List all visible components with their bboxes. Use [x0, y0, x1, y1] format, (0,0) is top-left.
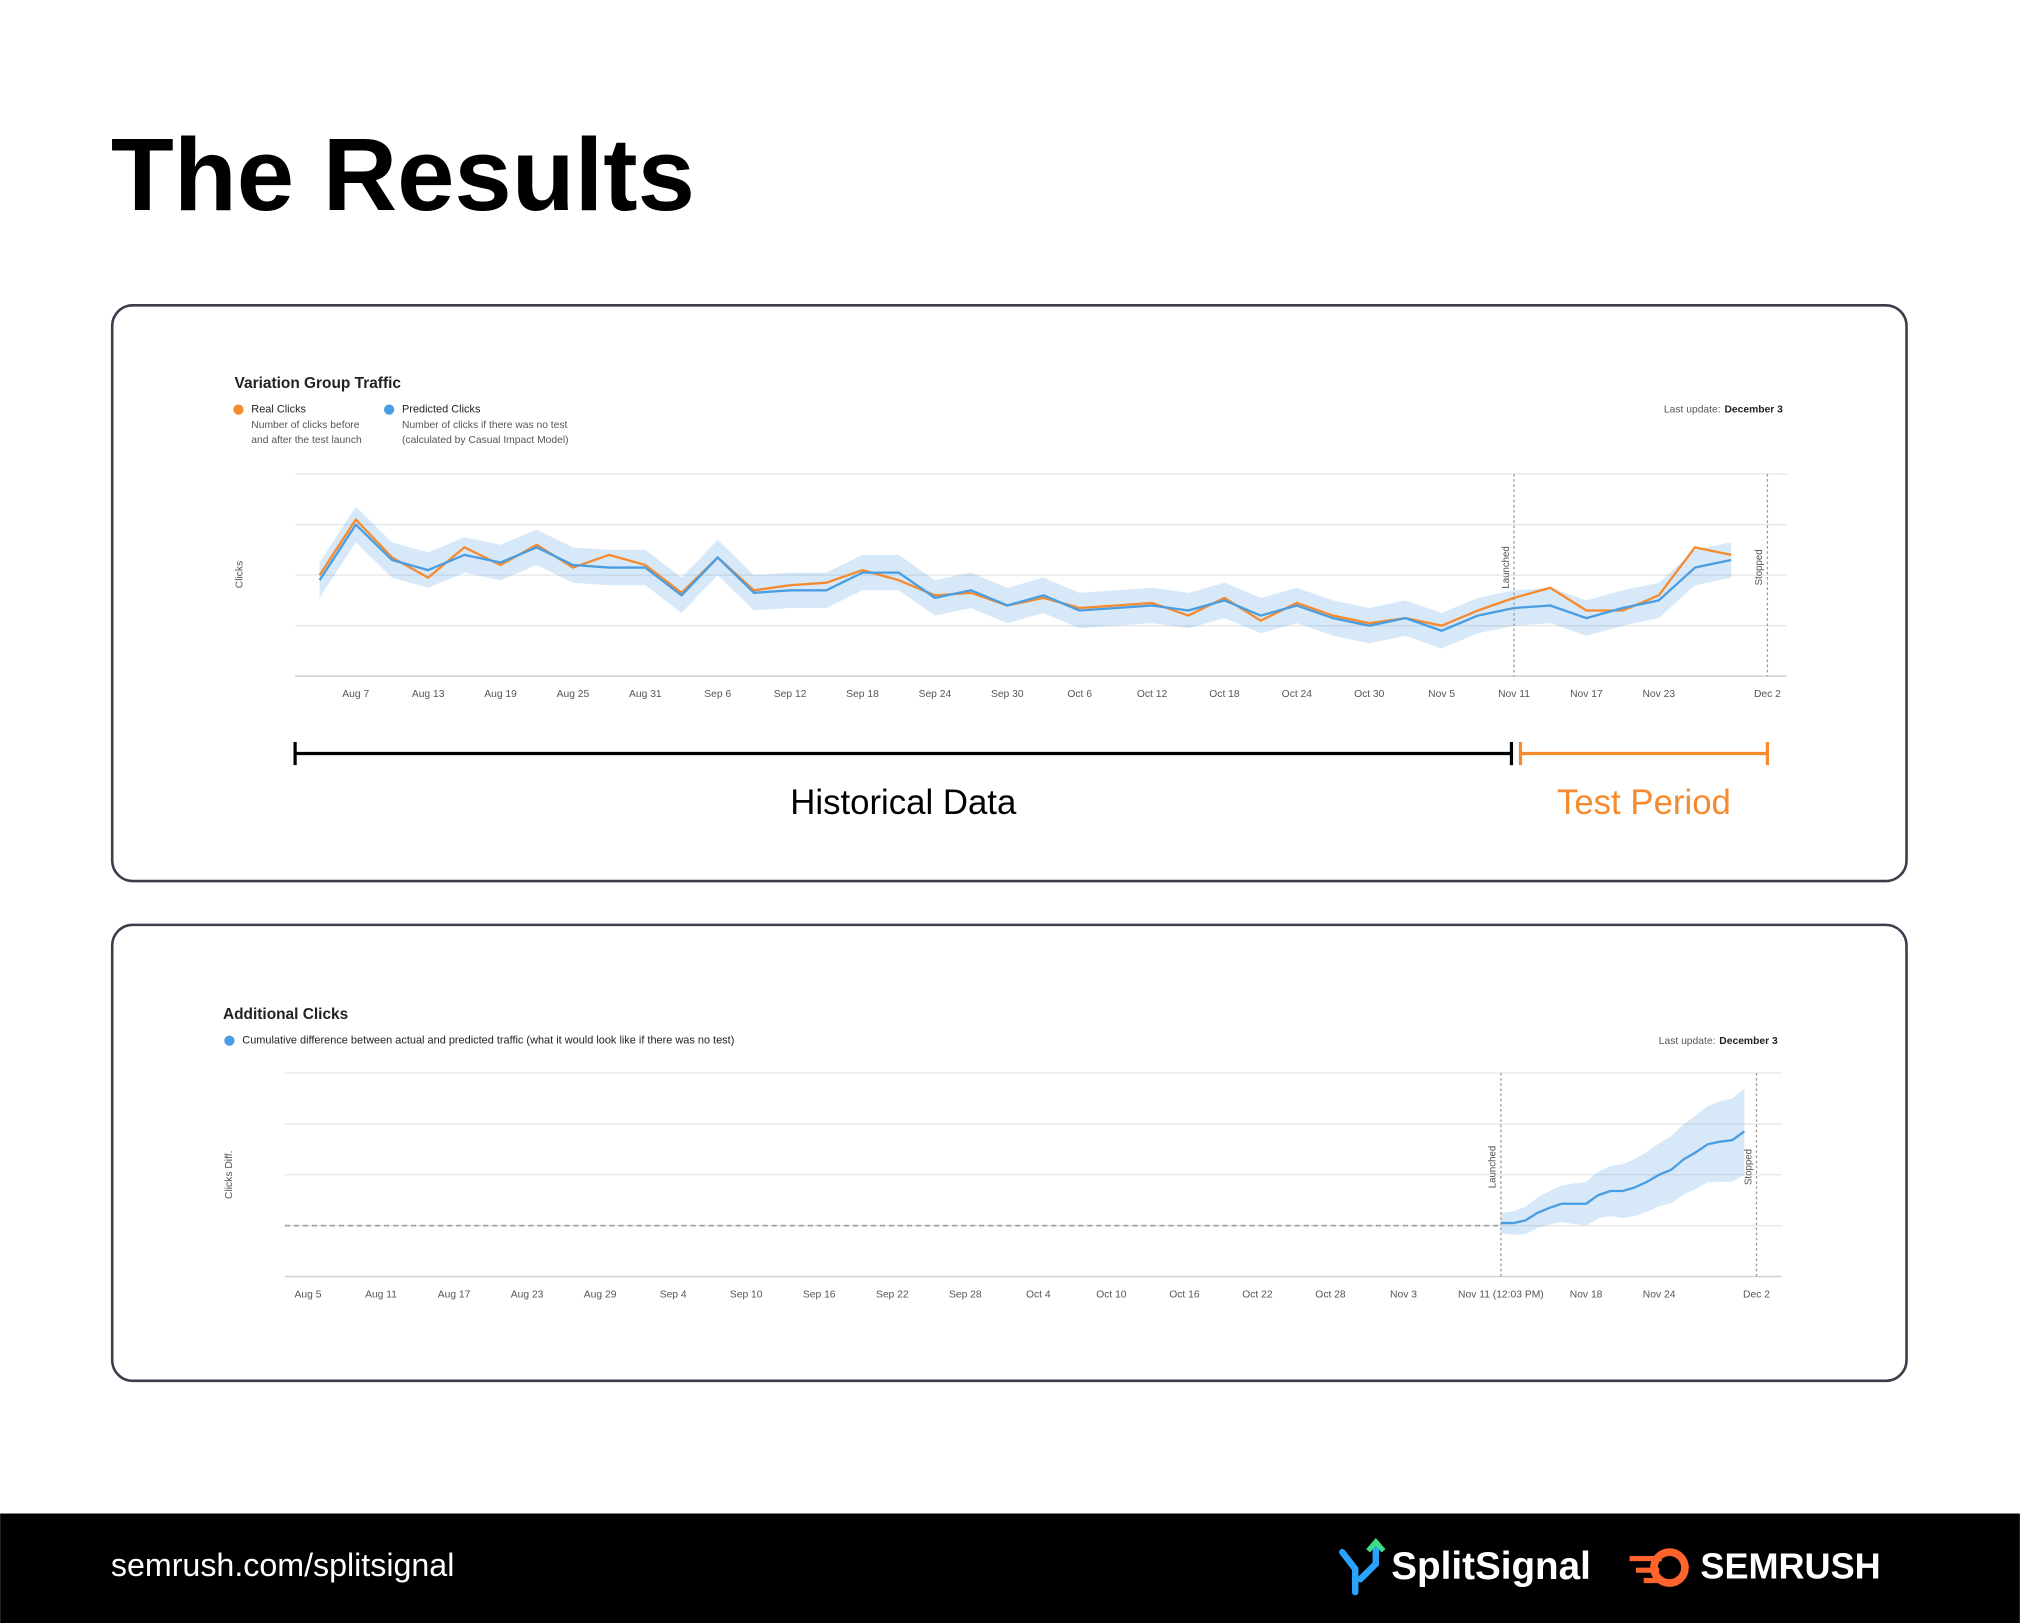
y-axis-label: Clicks: [234, 561, 245, 588]
period-label: Historical Data: [790, 784, 1017, 822]
x-tick-label: Sep 30: [991, 689, 1024, 700]
charts: Variation Group Traffic Real Clicks Number…: [223, 375, 1787, 1300]
legend-description: (calculated by Casual Impact Model): [402, 435, 569, 446]
legend-description: Number of clicks if there was no test: [402, 420, 568, 431]
slide-title: The Results: [111, 117, 695, 232]
x-tick-label: Oct 30: [1354, 689, 1385, 700]
x-tick-label: Dec 2: [1743, 1289, 1770, 1300]
legend-dot: [383, 404, 395, 415]
x-tick-label: Sep 10: [730, 1289, 763, 1300]
card: [110, 923, 1908, 1383]
x-tick-label: Oct 28: [1315, 1289, 1346, 1300]
x-tick-label: Aug 23: [511, 1289, 544, 1300]
chart-title: Additional Clicks: [223, 1006, 348, 1023]
last-update-label: Last update:: [1659, 1035, 1716, 1046]
x-tick-label: Dec 2: [1754, 689, 1781, 700]
series-line: [318, 523, 1732, 632]
card: [110, 303, 1908, 883]
legend-dot: [233, 404, 244, 415]
x-tick-label: Sep 28: [949, 1289, 982, 1300]
event-marker-label: Stopped: [1754, 549, 1765, 585]
x-tick-label: Oct 4: [1026, 1289, 1051, 1300]
period-bracket: [1518, 741, 1770, 766]
x-tick-label: Nov 24: [1643, 1289, 1676, 1300]
last-update: Last update: December 3: [1659, 1035, 1778, 1046]
x-tick-label: Nov 11 (12:03 PM): [1458, 1289, 1544, 1300]
x-tick-label: Aug 19: [484, 689, 517, 700]
x-tick-label: Nov 11: [1498, 689, 1530, 700]
x-tick-label: Sep 4: [660, 1289, 687, 1300]
confidence-band: [319, 506, 1732, 649]
series-line: [1500, 1130, 1746, 1225]
x-tick-label: Oct 10: [1096, 1289, 1127, 1300]
x-tick-label: Nov 23: [1642, 689, 1675, 700]
x-tick-label: Oct 18: [1209, 689, 1240, 700]
x-tick-label: Aug 31: [629, 689, 662, 700]
x-tick-label: Nov 17: [1570, 689, 1603, 700]
period-label: Test Period: [1557, 784, 1731, 822]
x-tick-label: Aug 7: [342, 689, 369, 700]
x-tick-label: Oct 24: [1282, 689, 1313, 700]
footer-url: semrush.com/splitsignal: [111, 1547, 454, 1583]
semrush-logo: SEMRUSH: [1629, 1545, 1881, 1587]
last-update-label: Last update:: [1664, 404, 1721, 415]
brand-name: SEMRUSH: [1700, 1545, 1880, 1586]
legend-description: Number of clicks before: [251, 420, 359, 431]
x-tick-label: Aug 11: [365, 1289, 397, 1300]
x-tick-label: Aug 5: [295, 1289, 322, 1300]
x-tick-label: Aug 29: [584, 1289, 617, 1300]
chart-title: Variation Group Traffic: [235, 375, 402, 392]
last-update: Last update: December 3: [1664, 404, 1783, 415]
x-tick-label: Oct 22: [1242, 1289, 1273, 1300]
x-tick-label: Aug 13: [412, 689, 445, 700]
x-tick-label: Oct 6: [1067, 689, 1092, 700]
last-update-date: December 3: [1724, 404, 1783, 415]
last-update-date: December 3: [1719, 1035, 1778, 1046]
x-tick-label: Sep 12: [774, 689, 807, 700]
x-tick-label: Aug 25: [557, 689, 590, 700]
x-tick-label: Oct 12: [1137, 689, 1168, 700]
legend-label: Real Clicks: [251, 404, 306, 416]
legend-description: and after the test launch: [251, 435, 362, 446]
event-marker-label: Launched: [1501, 546, 1512, 588]
x-tick-label: Nov 5: [1428, 689, 1455, 700]
x-tick-label: Nov 18: [1570, 1289, 1603, 1300]
x-tick-label: Sep 24: [919, 689, 952, 700]
period-bracket: [293, 741, 1514, 766]
y-axis-label: Clicks Diff.: [224, 1151, 235, 1199]
x-tick-label: Nov 3: [1390, 1289, 1417, 1300]
legend-label: Cumulative difference between actual and…: [242, 1035, 734, 1047]
x-tick-label: Sep 18: [846, 689, 879, 700]
legend-label: Predicted Clicks: [402, 404, 481, 416]
x-tick-label: Oct 16: [1169, 1289, 1200, 1300]
logo-icon: [1629, 1556, 1662, 1584]
confidence-band: [1500, 1088, 1745, 1235]
brand-name: SplitSignal: [1391, 1545, 1591, 1588]
x-tick-label: Aug 17: [438, 1289, 471, 1300]
logo-icon: [1339, 1542, 1380, 1596]
splitsignal-logo: SplitSignal: [1339, 1537, 1591, 1596]
logo-icon: [1366, 1537, 1386, 1553]
x-tick-label: Sep 16: [803, 1289, 836, 1300]
x-tick-label: Sep 22: [876, 1289, 909, 1300]
event-marker-label: Launched: [1488, 1146, 1499, 1188]
event-marker-label: Stopped: [1743, 1149, 1754, 1185]
x-tick-label: Sep 6: [704, 689, 731, 700]
legend-dot: [224, 1035, 235, 1046]
